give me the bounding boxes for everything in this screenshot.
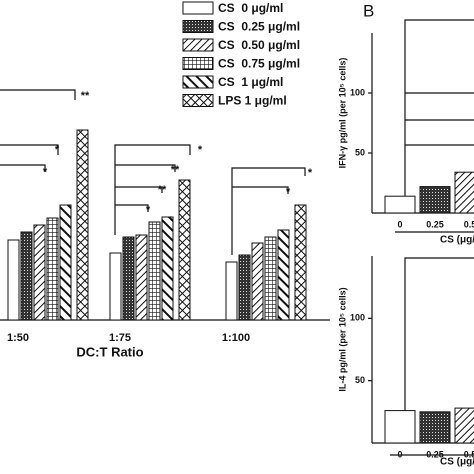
significance: * bbox=[55, 144, 60, 156]
bar bbox=[454, 171, 474, 214]
x-tick-label: 0 bbox=[397, 449, 402, 459]
y-axis-label: IFN-γ pg/ml (per 10⁵ cells) bbox=[337, 58, 347, 169]
y-tick-label: 50 bbox=[355, 375, 365, 385]
significance: * bbox=[286, 186, 291, 198]
x-tick-label: 0 bbox=[397, 219, 402, 229]
x-tick-label: 0.5 bbox=[464, 219, 474, 229]
bar bbox=[419, 411, 451, 444]
x-tick-label: 1:100 bbox=[222, 332, 250, 344]
bar bbox=[46, 217, 59, 321]
significance: ** bbox=[81, 90, 90, 102]
y-tick-label: 100 bbox=[350, 87, 365, 97]
bar bbox=[7, 239, 20, 321]
bar bbox=[384, 410, 416, 444]
legend-label: CS 1 μg/ml bbox=[218, 75, 283, 89]
bar bbox=[178, 179, 191, 321]
significance: * bbox=[198, 144, 203, 156]
x-axis-label: CS (μg/ml) bbox=[440, 457, 474, 468]
bar bbox=[384, 195, 416, 214]
legend-swatch bbox=[182, 94, 214, 107]
legend-label: CS 0.50 μg/ml bbox=[218, 38, 300, 52]
legend-label: CS 0.25 μg/ml bbox=[218, 20, 300, 34]
x-tick-label: 0.25 bbox=[426, 449, 444, 459]
bar bbox=[59, 204, 72, 321]
bar bbox=[122, 236, 135, 321]
bar bbox=[135, 234, 148, 321]
bar bbox=[264, 236, 277, 321]
y-axis-label: IL-4 pg/ml (per 10⁵ cells) bbox=[337, 287, 347, 391]
x-tick-label: 0.5 bbox=[464, 449, 474, 459]
x-tick-label: 1:75 bbox=[109, 332, 131, 344]
legend-label: CS 0.75 μg/ml bbox=[218, 57, 300, 71]
bar bbox=[277, 229, 290, 321]
x-tick-label: 1:50 bbox=[7, 332, 29, 344]
panel-label: B bbox=[363, 1, 374, 20]
x-tick-label: 0.25 bbox=[426, 219, 444, 229]
bar bbox=[251, 242, 264, 321]
bar bbox=[161, 216, 174, 321]
bar bbox=[76, 129, 89, 321]
bar bbox=[419, 186, 451, 214]
bar bbox=[148, 221, 161, 321]
legend-label: CS 0 μg/ml bbox=[218, 1, 283, 15]
brackets bbox=[0, 19, 474, 456]
bar bbox=[225, 261, 238, 321]
bar bbox=[238, 254, 251, 321]
y-tick-label: 100 bbox=[350, 313, 365, 323]
x-axis-label: CS (μg/ml) bbox=[440, 235, 474, 246]
bar bbox=[20, 231, 33, 321]
significance: * bbox=[308, 167, 313, 179]
significance: * bbox=[43, 166, 48, 178]
legend-swatch bbox=[182, 20, 214, 33]
legend-label: LPS 1 μg/ml bbox=[218, 94, 287, 108]
significance: * bbox=[146, 204, 151, 216]
significance: ** bbox=[158, 184, 167, 196]
bar bbox=[294, 204, 307, 321]
bar bbox=[454, 407, 474, 444]
bar bbox=[109, 252, 122, 321]
significance: ** bbox=[171, 164, 180, 176]
bar bbox=[33, 224, 46, 321]
x-axis-label: DC:T Ratio bbox=[76, 344, 143, 359]
y-tick-label: 50 bbox=[355, 147, 365, 157]
legend-swatch bbox=[182, 38, 214, 52]
legend-swatch bbox=[182, 57, 214, 70]
legend-swatch bbox=[182, 75, 214, 89]
legend-swatch bbox=[182, 1, 214, 15]
